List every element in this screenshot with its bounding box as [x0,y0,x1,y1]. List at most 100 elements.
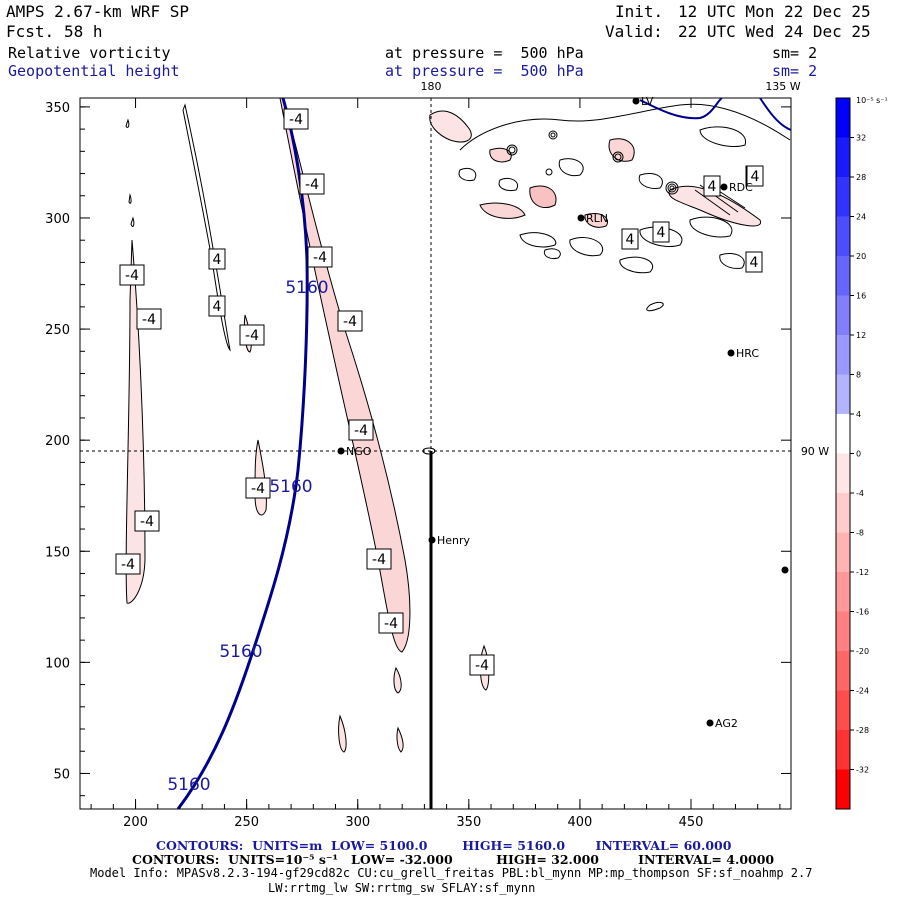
colorbar-swatch [836,295,850,336]
pressure-1: at pressure = 500 hPa [385,44,584,62]
neg-vorticity-label-text: -4 [305,177,319,193]
field-vorticity: Relative vorticity [8,44,171,62]
positive-contour-2 [125,118,135,227]
init-value: 12 UTC Mon 22 Dec 25 [678,2,871,21]
x-tick-label: 300 [345,815,370,830]
x-tick-label: 450 [679,815,704,830]
neg-vorticity-label-box [239,324,265,346]
colorbar-swatch [836,374,850,415]
lon-label-180: 180 [421,80,442,93]
forecast-label: Fcst. [6,22,55,41]
neg-vorticity-label-text: -4 [289,112,303,128]
colorbar-swatch [836,493,850,533]
colorbar-swatch [836,532,850,573]
x-tick-label: 400 [568,815,593,830]
coastline [639,98,791,131]
neg-vorticity-label-box [469,654,495,676]
neg-vorticity-label-box [299,173,325,195]
station-label: LV [641,95,654,108]
pressure-2: at pressure = 500 hPa [385,62,584,80]
station-marker [781,566,789,574]
pos-vorticity-label-text: 4 [213,299,222,315]
y-tick-label: 350 [45,101,70,116]
height-label: 5160 [269,477,312,497]
height-label: 5160 [219,642,262,662]
lon-label-90w: 90 W [801,445,829,458]
colorbar-tick-label: 12 [856,331,866,340]
pos-vorticity-label-box [208,295,226,317]
pos-vorticity-label-box [652,221,670,243]
neg-vorticity-label-box [283,108,309,130]
station-marker [706,719,714,727]
neg-vorticity-label-text: -4 [384,616,398,632]
neg-vorticity-label-box [378,612,404,634]
station-marker [428,536,436,544]
vorticity-blob-5 [393,666,402,694]
height-label: 5160 [167,775,210,795]
pos-vorticity-label-text: 4 [213,252,222,268]
positive-contour-3 [646,301,664,312]
valid-value: 22 UTC Wed 24 Dec 25 [678,22,871,41]
vorticity-contour-info: CONTOURS: UNITS=10⁻⁵ s⁻¹ LOW= -32.000 HI… [132,852,774,867]
colorbar-tick-label: -16 [856,608,869,617]
y-tick-label: 150 [45,545,70,560]
lon-label-135w: 135 W [765,80,800,93]
colorbar-tick-label: -12 [856,568,869,577]
neg-vorticity-label-box [134,510,160,532]
model-info-2: LW:rrtmg_lw SW:rrtmg_sw SFLAY:sf_mynn [268,881,536,895]
colorbar-swatch [836,690,850,731]
c1-label: CONTOURS: UNITS=m LOW= [156,838,376,853]
station-label: Henry [437,534,471,547]
c2-interval-label: INTERVAL= [638,852,722,867]
pos-vorticity-label-text: 4 [751,169,760,185]
neg-vorticity-label-text: -4 [475,658,489,674]
colorbar-swatch [836,98,850,138]
colorbar-tick-label: -28 [856,726,869,735]
station-label: HRC [736,347,759,360]
colorbar-swatch [836,651,850,691]
colorbar-swatch [836,769,850,810]
colorbar-swatch [836,572,850,612]
height-label: 5160 [285,278,328,298]
y-tick-label: 250 [45,323,70,338]
y-tick-label: 300 [45,212,70,227]
pos-vorticity-label-box [703,175,721,197]
colorbar-tick-label: 16 [856,292,866,301]
colorbar-tick-label: 20 [856,252,866,261]
station-marker [577,214,585,222]
colorbar-swatch [836,137,850,178]
station-marker [337,447,345,455]
c1-high: 5160.0 [517,838,566,853]
smooth-2: sm= 2 [772,62,818,80]
c2-interval: 4.0000 [726,852,775,867]
x-tick-label: 200 [123,815,148,830]
station-label: RLN [586,212,608,225]
station-label: AG2 [715,717,738,730]
c1-low: 5100.0 [379,838,428,853]
colorbar-tick-label: 24 [856,213,866,222]
colorbar-tick-label: -32 [856,766,869,775]
model-title: AMPS 2.67-km WRF SP [6,2,190,21]
neg-vorticity-label-text: -4 [251,481,265,497]
pos-vorticity-label-box [208,248,226,270]
neg-vorticity-label-box [348,419,374,441]
neg-vorticity-label-box [307,246,333,268]
colorbar-swatch [836,453,850,494]
neg-vorticity-label-text: -4 [142,312,156,328]
c2-high-label: HIGH= [496,852,547,867]
colorbar-tick-label: 8 [856,371,861,380]
c1-high-label: HIGH= [462,838,513,853]
pos-vorticity-label-box [621,228,639,250]
colorbar-tick-label: -24 [856,687,869,696]
colorbar-swatch [836,256,850,296]
pos-vorticity-label-text: 4 [657,225,666,241]
smooth-1: sm= 2 [772,44,818,62]
height-contour-5160 [176,98,309,809]
pos-vorticity-label-text: 4 [708,179,717,195]
colorbar-tick-label: -4 [856,489,864,498]
neg-vorticity-label-text: -4 [125,268,139,284]
neg-vorticity-label-text: -4 [140,514,154,530]
field-geopotential: Geopotential height [8,62,180,80]
colorbar-unit: 10⁻⁵ s⁻¹ [856,96,888,105]
neg-vorticity-label-text: -4 [354,423,368,439]
